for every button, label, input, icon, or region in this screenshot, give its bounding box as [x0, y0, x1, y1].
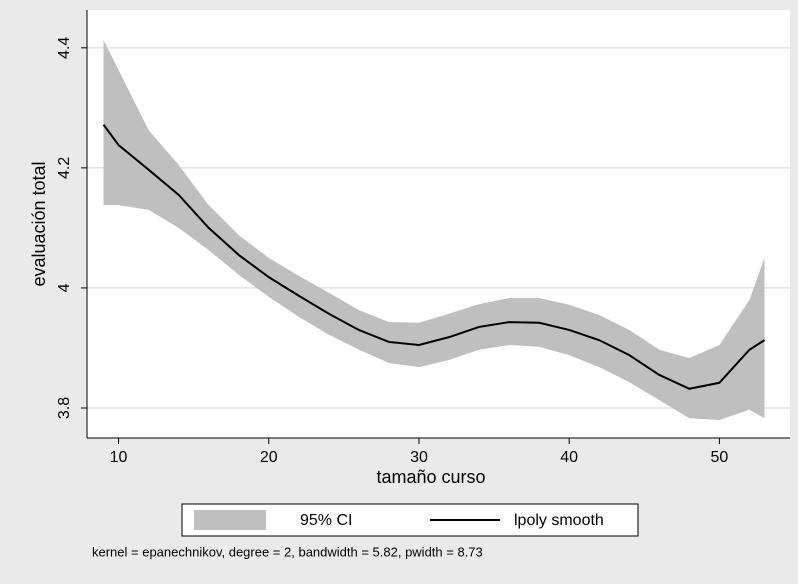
x-tick-label: 10 — [110, 449, 128, 466]
y-tick-label: 4 — [56, 283, 73, 292]
legend-label: 95% CI — [300, 512, 352, 529]
x-axis-label: tamaño curso — [376, 467, 485, 487]
y-tick-label: 3.8 — [56, 397, 73, 419]
x-tick-label: 20 — [260, 449, 278, 466]
legend-swatch — [194, 510, 266, 530]
note: kernel = epanechnikov, degree = 2, bandw… — [92, 544, 483, 559]
smooth-line — [102, 124, 766, 390]
y-axis-label: evaluación total — [29, 161, 49, 286]
y-tick-label: 4.4 — [56, 37, 73, 59]
x-tick-label: 40 — [560, 449, 578, 466]
y-tick-label: 4.2 — [56, 157, 73, 179]
x-tick-label: 30 — [410, 449, 428, 466]
legend-label: lpoly smooth — [514, 512, 604, 529]
ci-band — [103, 40, 765, 420]
x-tick-label: 50 — [711, 449, 729, 466]
